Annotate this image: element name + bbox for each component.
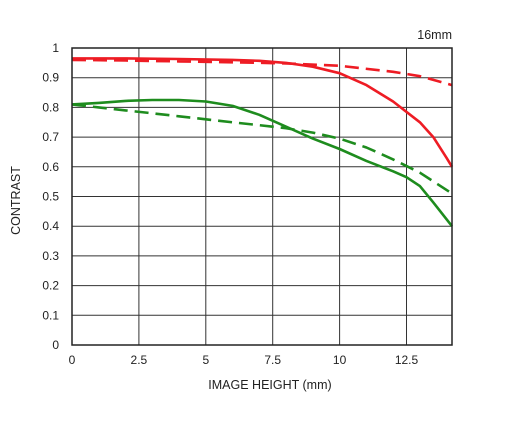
y-tick-label: 0.9 — [42, 71, 59, 85]
x-tick-label: 12.5 — [395, 353, 419, 367]
series-line-0 — [72, 57, 454, 168]
x-tick-label: 0 — [69, 353, 76, 367]
x-tick-label: 7.5 — [264, 353, 281, 367]
y-tick-label: 0.3 — [42, 249, 59, 263]
series-line-1 — [71, 58, 453, 87]
series-group — [71, 57, 454, 228]
y-tick-label: 0.1 — [42, 308, 59, 322]
y-tick-label: 0.8 — [42, 100, 59, 114]
grid — [71, 47, 452, 346]
y-tick-label: 1 — [52, 41, 59, 55]
series-line-3 — [71, 103, 453, 195]
chart-title: 16mm — [417, 28, 452, 42]
x-tick-label: 2.5 — [131, 353, 148, 367]
y-tick-label: 0 — [52, 338, 59, 352]
x-axis-label: IMAGE HEIGHT (mm) — [208, 378, 331, 392]
x-tick-label: 5 — [202, 353, 209, 367]
series-line-2 — [71, 98, 454, 228]
plot-frame — [71, 47, 453, 346]
x-tick-labels: 0 2.5 5 7.5 10 12.5 — [69, 353, 419, 367]
y-tick-label: 0.5 — [42, 190, 59, 204]
y-tick-label: 0.4 — [42, 219, 59, 233]
x-tick-label: 10 — [333, 353, 347, 367]
y-tick-label: 0.6 — [42, 160, 59, 174]
y-tick-label: 0.2 — [42, 279, 59, 293]
y-tick-label: 0.7 — [42, 130, 59, 144]
y-axis-label: CONTRAST — [9, 166, 23, 235]
y-tick-labels: 0 0.1 0.2 0.3 0.4 0.5 0.6 0.7 0.8 0.9 1 — [42, 41, 59, 352]
